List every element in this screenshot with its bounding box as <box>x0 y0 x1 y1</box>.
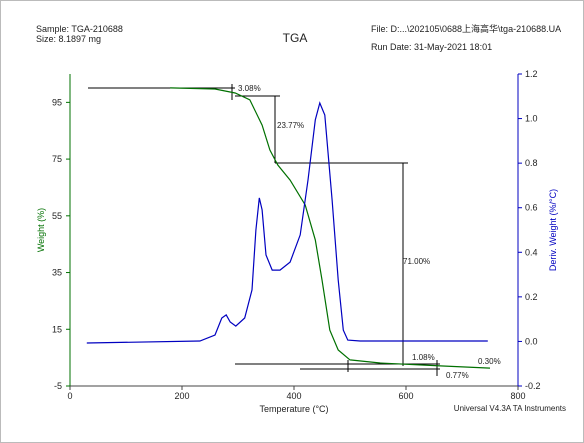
annotation: 23.77% <box>277 121 304 130</box>
size: Size: 8.1897 mg <box>36 34 101 44</box>
annotation: 3.08% <box>238 84 261 93</box>
y2-tick-label: 1.2 <box>525 69 538 79</box>
y-tick-label: 35 <box>52 268 62 278</box>
x-tick-label: 800 <box>510 391 525 401</box>
y2-tick-label: 0.4 <box>525 247 538 257</box>
y2-tick-label: 0.2 <box>525 292 538 302</box>
y2-tick-label: -0.2 <box>525 381 541 391</box>
y-tick-label: 95 <box>52 97 62 107</box>
x-tick-label: 200 <box>174 391 189 401</box>
y2-tick-label: 0.6 <box>525 203 538 213</box>
chart-title: TGA <box>283 31 308 45</box>
y-tick-label: 55 <box>52 211 62 221</box>
step-annotations <box>88 84 440 376</box>
sample: Sample: TGA-210688 <box>36 24 123 34</box>
y-tick-label: 15 <box>52 324 62 334</box>
x-tick-label: 400 <box>286 391 301 401</box>
x-tick-label: 0 <box>67 391 72 401</box>
file: File: D:...\202105\0688上海高华\tga-210688.U… <box>371 23 561 34</box>
y2-tick-label: 0.8 <box>525 158 538 168</box>
footer: Universal V4.3A TA Instruments <box>454 404 566 413</box>
annotation: 0.30% <box>478 357 501 366</box>
series-line <box>170 87 491 369</box>
y-axis-label: Weight (%) <box>36 208 46 252</box>
series-line <box>86 101 488 344</box>
annotation: 1.08% <box>412 353 435 362</box>
run-date: Run Date: 31-May-2021 18:01 <box>371 42 492 52</box>
annotation: 71.00% <box>403 257 430 266</box>
y-tick-label: 75 <box>52 154 62 164</box>
x-tick-label: 600 <box>398 391 413 401</box>
y-tick-label: -5 <box>54 381 62 391</box>
y2-tick-label: 0.0 <box>525 336 538 346</box>
y2-axis-label: Deriv. Weight (%/°C) <box>548 189 558 271</box>
annotation: 0.77% <box>446 371 469 380</box>
y2-tick-label: 1.0 <box>525 114 538 124</box>
x-axis-label: Temperature (°C) <box>259 404 328 414</box>
